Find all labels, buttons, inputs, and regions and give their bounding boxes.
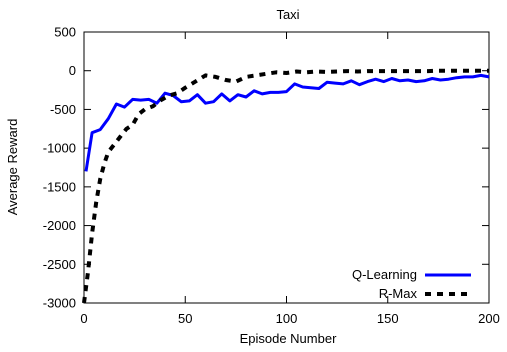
- y-tick-label: -1000: [43, 141, 76, 156]
- x-tick-label: 150: [377, 311, 399, 326]
- legend: Q-Learning R-Max: [352, 267, 471, 301]
- x-tick-label: 200: [478, 311, 500, 326]
- x-tick-label: 0: [80, 311, 87, 326]
- legend-label-r-max: R-Max: [379, 286, 418, 301]
- series-line-r-max: [82, 68, 489, 304]
- chart-title: Taxi: [276, 7, 299, 22]
- y-axis-title: Average Reward: [5, 119, 20, 216]
- x-axis-title: Episode Number: [240, 331, 337, 346]
- y-tick-label: -1500: [43, 179, 76, 194]
- y-tick-label: -2500: [43, 257, 76, 272]
- y-tick-label: 500: [54, 25, 76, 40]
- x-tick-label: 100: [276, 311, 298, 326]
- y-tick-label: -500: [50, 102, 76, 117]
- y-tick-label: -3000: [43, 296, 76, 311]
- y-tick-label: -2000: [43, 218, 76, 233]
- legend-label-q-learning: Q-Learning: [352, 267, 417, 282]
- x-tick-label: 50: [178, 311, 192, 326]
- series-line-q-learning: [84, 73, 490, 172]
- x-axis-ticks: 0 50 100 150 200: [80, 32, 500, 326]
- series-layer: [82, 68, 490, 304]
- y-tick-label: 0: [69, 63, 76, 78]
- y-axis-ticks: -3000 -2500 -2000 -1500 -1000 -500 0 500: [43, 25, 489, 311]
